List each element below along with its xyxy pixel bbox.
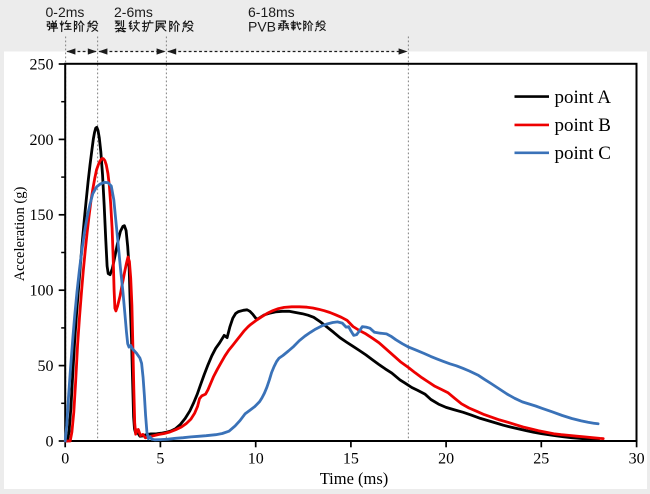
svg-text:Acceleration (g): Acceleration (g): [12, 187, 28, 282]
svg-text:0: 0: [61, 451, 69, 468]
svg-text:10: 10: [248, 451, 264, 468]
svg-text:100: 100: [30, 283, 54, 300]
svg-text:2-6ms: 2-6ms: [114, 4, 153, 20]
svg-text:50: 50: [38, 358, 54, 375]
svg-text:point A: point A: [555, 87, 612, 108]
svg-text:20: 20: [438, 451, 454, 468]
svg-text:Time (ms): Time (ms): [320, 469, 389, 488]
svg-text:25: 25: [533, 451, 549, 468]
svg-text:15: 15: [343, 451, 359, 468]
svg-text:PVB: PVB: [248, 19, 276, 35]
svg-text:point C: point C: [555, 143, 611, 164]
svg-text:0: 0: [46, 433, 54, 450]
svg-text:5: 5: [156, 451, 164, 468]
svg-text:200: 200: [30, 132, 54, 149]
svg-text:0-2ms: 0-2ms: [46, 4, 85, 20]
svg-text:6-18ms: 6-18ms: [248, 4, 295, 20]
svg-text:250: 250: [30, 56, 54, 73]
svg-text:150: 150: [30, 207, 54, 224]
svg-text:point B: point B: [555, 115, 611, 136]
svg-text:30: 30: [629, 451, 645, 468]
